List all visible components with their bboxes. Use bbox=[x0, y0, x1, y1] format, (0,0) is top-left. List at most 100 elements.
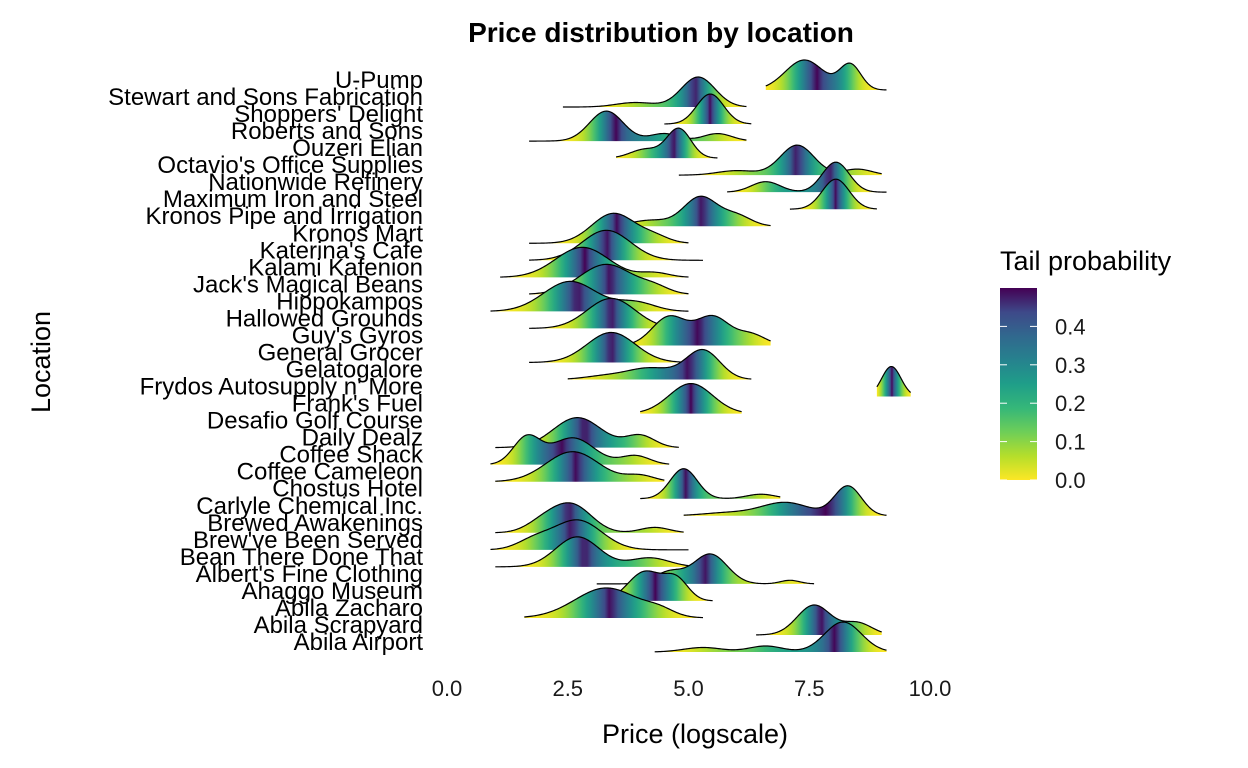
ridge-area-guy-s-gyros bbox=[616, 315, 771, 346]
ridge-line-abila-airport bbox=[654, 621, 887, 653]
ridge-area-chostus-hotel bbox=[640, 468, 781, 499]
ridge-area-roberts-and-sons bbox=[529, 111, 747, 142]
legend-colorbar bbox=[1000, 288, 1037, 480]
ridge-line-roberts-and-sons bbox=[529, 110, 747, 142]
location-label-kronos-pipe-and-irrigation: Kronos Pipe and Irrigation bbox=[146, 203, 424, 230]
ridge-line-shoppers-delight bbox=[664, 93, 752, 125]
ridge-area-albert-s-fine-clothing bbox=[596, 553, 815, 584]
location-label-u-pump: U-Pump bbox=[335, 67, 423, 94]
location-label-brewed-awakenings: Brewed Awakenings bbox=[207, 510, 423, 537]
ridge-line-carlyle-chemical-inc bbox=[683, 485, 887, 516]
location-label-frank-s-fuel: Frank's Fuel bbox=[292, 391, 423, 418]
location-label-kalami-kafenion: Kalami Kafenion bbox=[248, 254, 423, 281]
ridge-line-frank-s-fuel bbox=[640, 382, 742, 413]
ridge-area-kalami-kafenion bbox=[500, 247, 689, 278]
x-tick-label: 10.0 bbox=[909, 676, 952, 701]
ridge-line-kronos-mart bbox=[529, 212, 689, 244]
location-label-desafio-golf-course: Desafio Golf Course bbox=[207, 408, 423, 435]
ridge-line-guy-s-gyros bbox=[616, 314, 771, 346]
location-label-hallowed-grounds: Hallowed Grounds bbox=[226, 305, 423, 332]
ridge-line-abila-scrapyard bbox=[756, 604, 882, 636]
x-tick-label: 0.0 bbox=[432, 676, 463, 701]
ridge-area-octavio-s-office-supplies bbox=[678, 145, 882, 176]
legend-tick-label: 0.3 bbox=[1055, 353, 1086, 378]
location-label-roberts-and-sons: Roberts and Sons bbox=[231, 118, 423, 145]
ridge-line-maximum-iron-and-steel bbox=[789, 178, 877, 210]
location-label-brew-ve-been-served: Brew've Been Served bbox=[193, 527, 423, 554]
ridge-area-kronos-pipe-and-irrigation bbox=[606, 196, 771, 227]
ridge-line-chostus-hotel bbox=[640, 468, 781, 500]
location-label-shoppers-delight: Shoppers' Delight bbox=[234, 101, 423, 128]
x-tick-label: 5.0 bbox=[673, 676, 704, 701]
legend-tick-label: 0.1 bbox=[1055, 430, 1086, 455]
ridge-line-bean-there-done-that bbox=[495, 536, 689, 568]
ridge-area-abila-airport bbox=[654, 622, 887, 652]
ridge-line-general-grocer bbox=[529, 331, 689, 363]
ridge-area-shoppers-delight bbox=[664, 94, 752, 125]
ridge-line-abila-zacharo bbox=[524, 587, 704, 619]
y-axis-title: Location bbox=[26, 311, 56, 413]
location-label-stewart-and-sons-fabrication: Stewart and Sons Fabrication bbox=[108, 84, 423, 111]
location-label-abila-scrapyard: Abila Scrapyard bbox=[254, 612, 423, 639]
ridge-line-brewed-awakenings bbox=[495, 502, 684, 534]
ridge-line-katerina-s-cafe bbox=[529, 229, 703, 261]
ridge-area-hippokampos bbox=[490, 281, 689, 312]
location-label-chostus-hotel: Chostus Hotel bbox=[272, 476, 423, 503]
location-label-gelatogalore: Gelatogalore bbox=[286, 357, 423, 384]
location-label-abila-zacharo: Abila Zacharo bbox=[275, 595, 423, 622]
ridge-area-u-pump bbox=[765, 60, 887, 90]
ridge-line-frydos-autosupply-n-more bbox=[876, 365, 912, 393]
ridge-area-frank-s-fuel bbox=[640, 383, 742, 414]
location-label-katerina-s-cafe: Katerina's Cafe bbox=[260, 237, 423, 264]
ridge-line-ouzeri-elian bbox=[615, 127, 718, 159]
ridge-line-stewart-and-sons-fabrication bbox=[562, 76, 747, 108]
location-label-general-grocer: General Grocer bbox=[258, 339, 423, 366]
legend: Tail probability 0.0 0.1 0.2 0.3 0.4 bbox=[1000, 246, 1172, 493]
ridge-area-kronos-mart bbox=[529, 213, 689, 244]
x-tick-labels: 0.0 2.5 5.0 7.5 10.0 bbox=[432, 676, 952, 701]
legend-title: Tail probability bbox=[1000, 246, 1172, 276]
location-label-maximum-iron-and-steel: Maximum Iron and Steel bbox=[163, 186, 423, 213]
location-label-frydos-autosupply-n-more: Frydos Autosupply n' More bbox=[140, 374, 423, 401]
ridge-area-general-grocer bbox=[529, 332, 689, 363]
ridge-area-abila-scrapyard bbox=[756, 604, 882, 635]
ridge-area-abila-zacharo bbox=[524, 587, 703, 618]
chart-title: Price distribution by location bbox=[468, 17, 854, 48]
location-label-coffee-shack: Coffee Shack bbox=[279, 442, 424, 469]
ridge-line-kalami-kafenion bbox=[500, 246, 689, 278]
ridge-line-nationwide-refinery bbox=[727, 161, 887, 193]
ridges-group bbox=[490, 59, 912, 653]
location-label-bean-there-done-that: Bean There Done That bbox=[180, 544, 424, 571]
ridge-line-octavio-s-office-supplies bbox=[678, 144, 882, 176]
ridge-area-brewed-awakenings bbox=[495, 502, 684, 533]
ridge-line-hippokampos bbox=[490, 280, 689, 312]
legend-tick-label: 0.0 bbox=[1055, 468, 1086, 493]
location-label-octavio-s-office-supplies: Octavio's Office Supplies bbox=[157, 152, 423, 179]
location-label-kronos-mart: Kronos Mart bbox=[292, 220, 423, 247]
ridge-line-coffee-shack bbox=[490, 434, 670, 465]
location-label-ahaggo-museum: Ahaggo Museum bbox=[242, 578, 423, 605]
legend-ticks: 0.0 0.1 0.2 0.3 0.4 bbox=[1000, 314, 1086, 493]
ridge-area-maximum-iron-and-steel bbox=[789, 179, 877, 210]
ridge-area-frydos-autosupply-n-more bbox=[876, 366, 911, 397]
ridge-line-coffee-cameleon bbox=[495, 451, 665, 482]
x-axis-title: Price (logscale) bbox=[602, 719, 788, 749]
location-label-coffee-cameleon: Coffee Cameleon bbox=[237, 459, 423, 486]
location-label-abila-airport: Abila Airport bbox=[294, 629, 424, 656]
location-label-albert-s-fine-clothing: Albert's Fine Clothing bbox=[196, 561, 423, 588]
ridge-area-carlyle-chemical-inc bbox=[683, 485, 887, 516]
ridge-line-gelatogalore bbox=[567, 348, 752, 380]
location-label-ouzeri-elian: Ouzeri Elian bbox=[292, 135, 423, 162]
location-label-daily-dealz: Daily Dealz bbox=[302, 425, 423, 452]
location-label-hippokampos: Hippokampos bbox=[276, 288, 423, 315]
legend-tick-label: 0.2 bbox=[1055, 391, 1086, 416]
ridge-area-bean-there-done-that bbox=[495, 536, 689, 567]
location-label-jack-s-magical-beans: Jack's Magical Beans bbox=[193, 271, 423, 298]
location-label-guy-s-gyros: Guy's Gyros bbox=[292, 322, 423, 349]
ridge-area-ouzeri-elian bbox=[616, 128, 718, 159]
x-tick-label: 2.5 bbox=[552, 676, 583, 701]
ridge-area-hallowed-grounds bbox=[529, 298, 689, 329]
legend-tick-label: 0.4 bbox=[1055, 314, 1086, 339]
location-label-nationwide-refinery: Nationwide Refinery bbox=[208, 169, 423, 196]
